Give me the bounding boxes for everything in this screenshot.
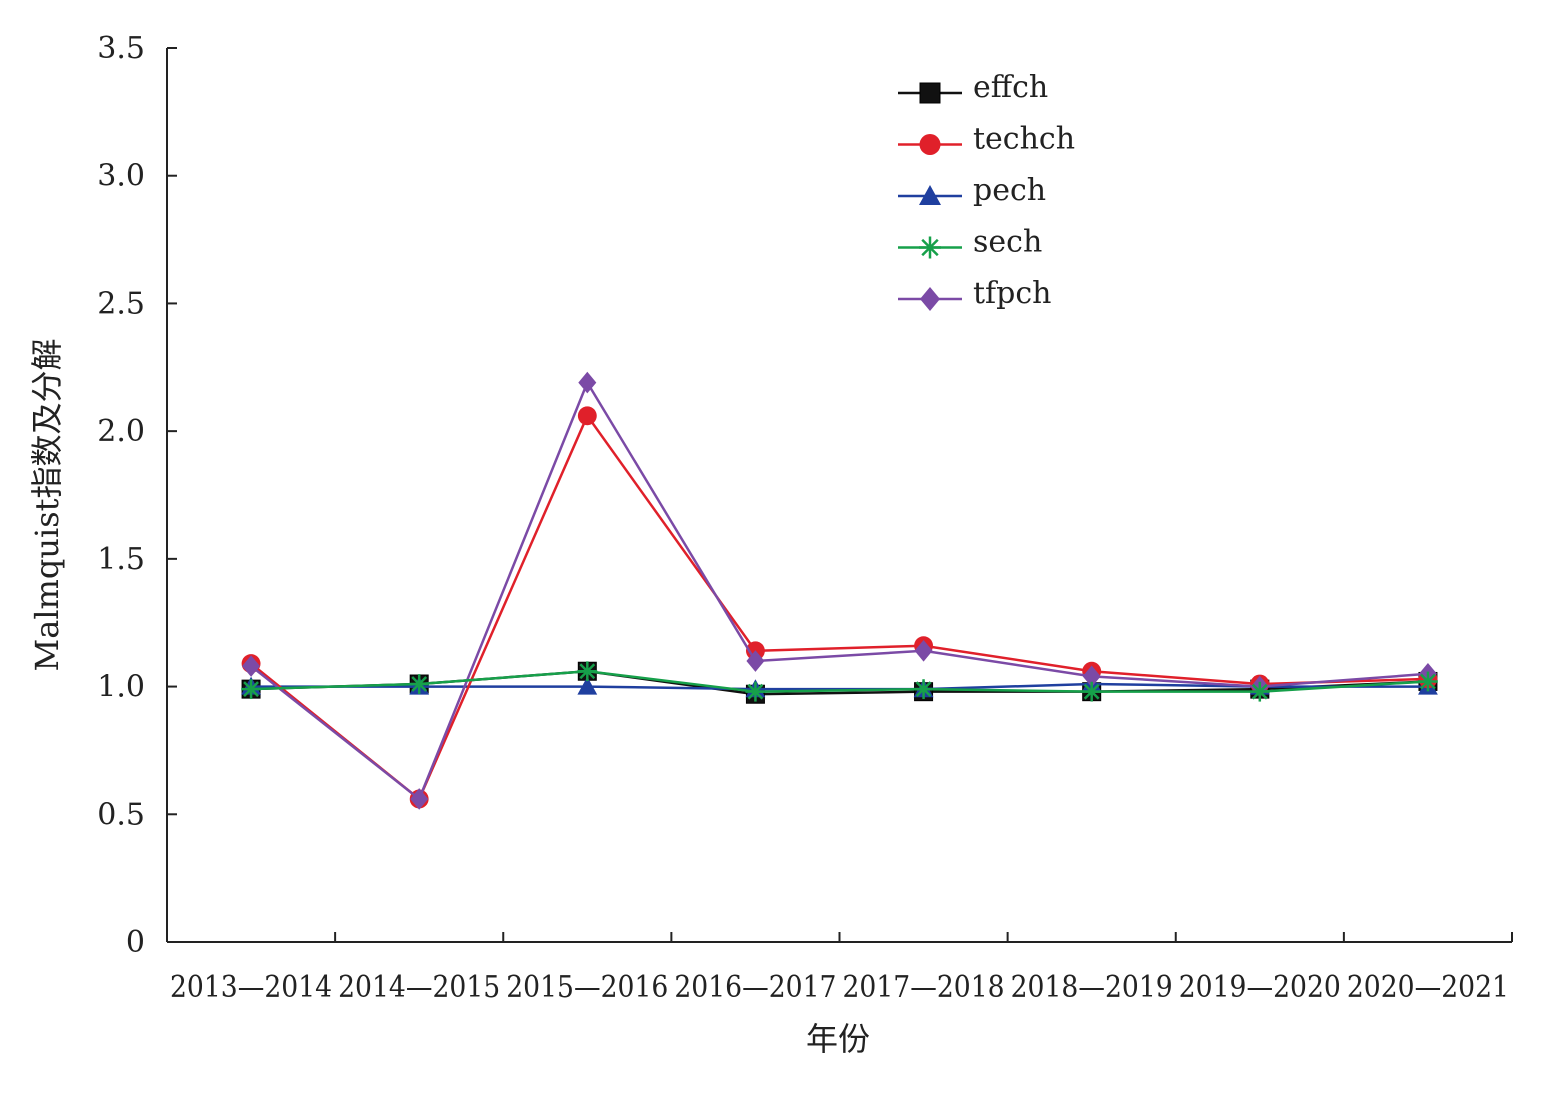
y-tick-label: 0.5 — [97, 797, 145, 832]
x-tick-label: 2020—2021 — [1347, 970, 1509, 1005]
legend: effch techch pech sech tfpch — [898, 70, 1075, 311]
sech-point — [913, 679, 934, 700]
legend-item-pech: pech — [898, 173, 1046, 208]
legend-marker — [920, 287, 940, 311]
sech-point — [409, 674, 430, 694]
series-tfpch — [242, 371, 1437, 810]
legend-item-tfpch: tfpch — [898, 276, 1052, 311]
legend-label: pech — [973, 173, 1046, 208]
y-tick-label: 3.0 — [97, 159, 145, 194]
x-tick-label: 2019—2020 — [1179, 970, 1341, 1005]
sech-point — [1418, 671, 1438, 692]
tfpch-point — [914, 640, 933, 662]
legend-marker — [919, 82, 941, 104]
series-techch — [241, 406, 1438, 809]
x-tick-label: 2018—2019 — [1011, 970, 1173, 1005]
x-tick-label: 2016—2017 — [674, 970, 836, 1005]
tfpch-point — [1082, 665, 1101, 688]
tfpch-point — [746, 650, 765, 672]
tfpch-point — [242, 655, 261, 677]
legend-marker — [919, 134, 941, 155]
sech-line — [251, 669, 1429, 693]
sech-point — [241, 679, 261, 700]
techch-line — [250, 413, 1428, 801]
tfpch-line — [250, 379, 1429, 801]
y-tick-label: 2.0 — [97, 414, 145, 449]
pech-point — [577, 676, 598, 695]
legend-item-sech: sech — [898, 225, 1042, 260]
pech-line — [251, 682, 1428, 691]
y-tick-label: 3.5 — [97, 31, 145, 66]
legend-label: techch — [973, 122, 1075, 157]
y-axis-title: Malmquist指数及分解 — [28, 338, 66, 671]
x-ticks: 2013—2014 2014—2015 2015—2016 2016—2017 2017… — [166, 932, 1513, 1005]
y-tick-label: 1.0 — [97, 670, 145, 705]
y-tick-label: 1.5 — [97, 542, 145, 577]
techch-point — [577, 406, 597, 426]
sech-point — [745, 681, 766, 702]
y-tick-label: 0 — [126, 925, 145, 960]
axes — [166, 48, 1512, 943]
sech-point — [1081, 681, 1102, 702]
tfpch-point — [410, 788, 429, 810]
series-sech — [241, 661, 1438, 702]
tfpch-point — [578, 371, 597, 394]
legend-label: sech — [973, 225, 1042, 260]
x-tick-label: 2014—2015 — [338, 970, 500, 1005]
legend-item-effch: effch — [898, 70, 1048, 105]
legend-label: tfpch — [973, 276, 1052, 311]
x-tick-label: 2013—2014 — [170, 970, 332, 1005]
x-tick-label: 2015—2016 — [506, 970, 668, 1005]
legend-item-techch: techch — [898, 122, 1075, 157]
y-ticks: 0 0.5 1.0 1.5 2.0 2.5 3.0 3.5 — [97, 31, 177, 960]
sech-point — [1249, 681, 1270, 702]
y-tick-label: 2.5 — [97, 286, 145, 321]
legend-marker — [919, 185, 941, 205]
legend-marker — [919, 236, 941, 259]
x-tick-label: 2017—2018 — [843, 970, 1005, 1005]
series-group — [241, 371, 1438, 810]
x-axis-title: 年份 — [806, 1020, 870, 1058]
legend-label: effch — [973, 70, 1048, 105]
sech-point — [577, 661, 598, 682]
